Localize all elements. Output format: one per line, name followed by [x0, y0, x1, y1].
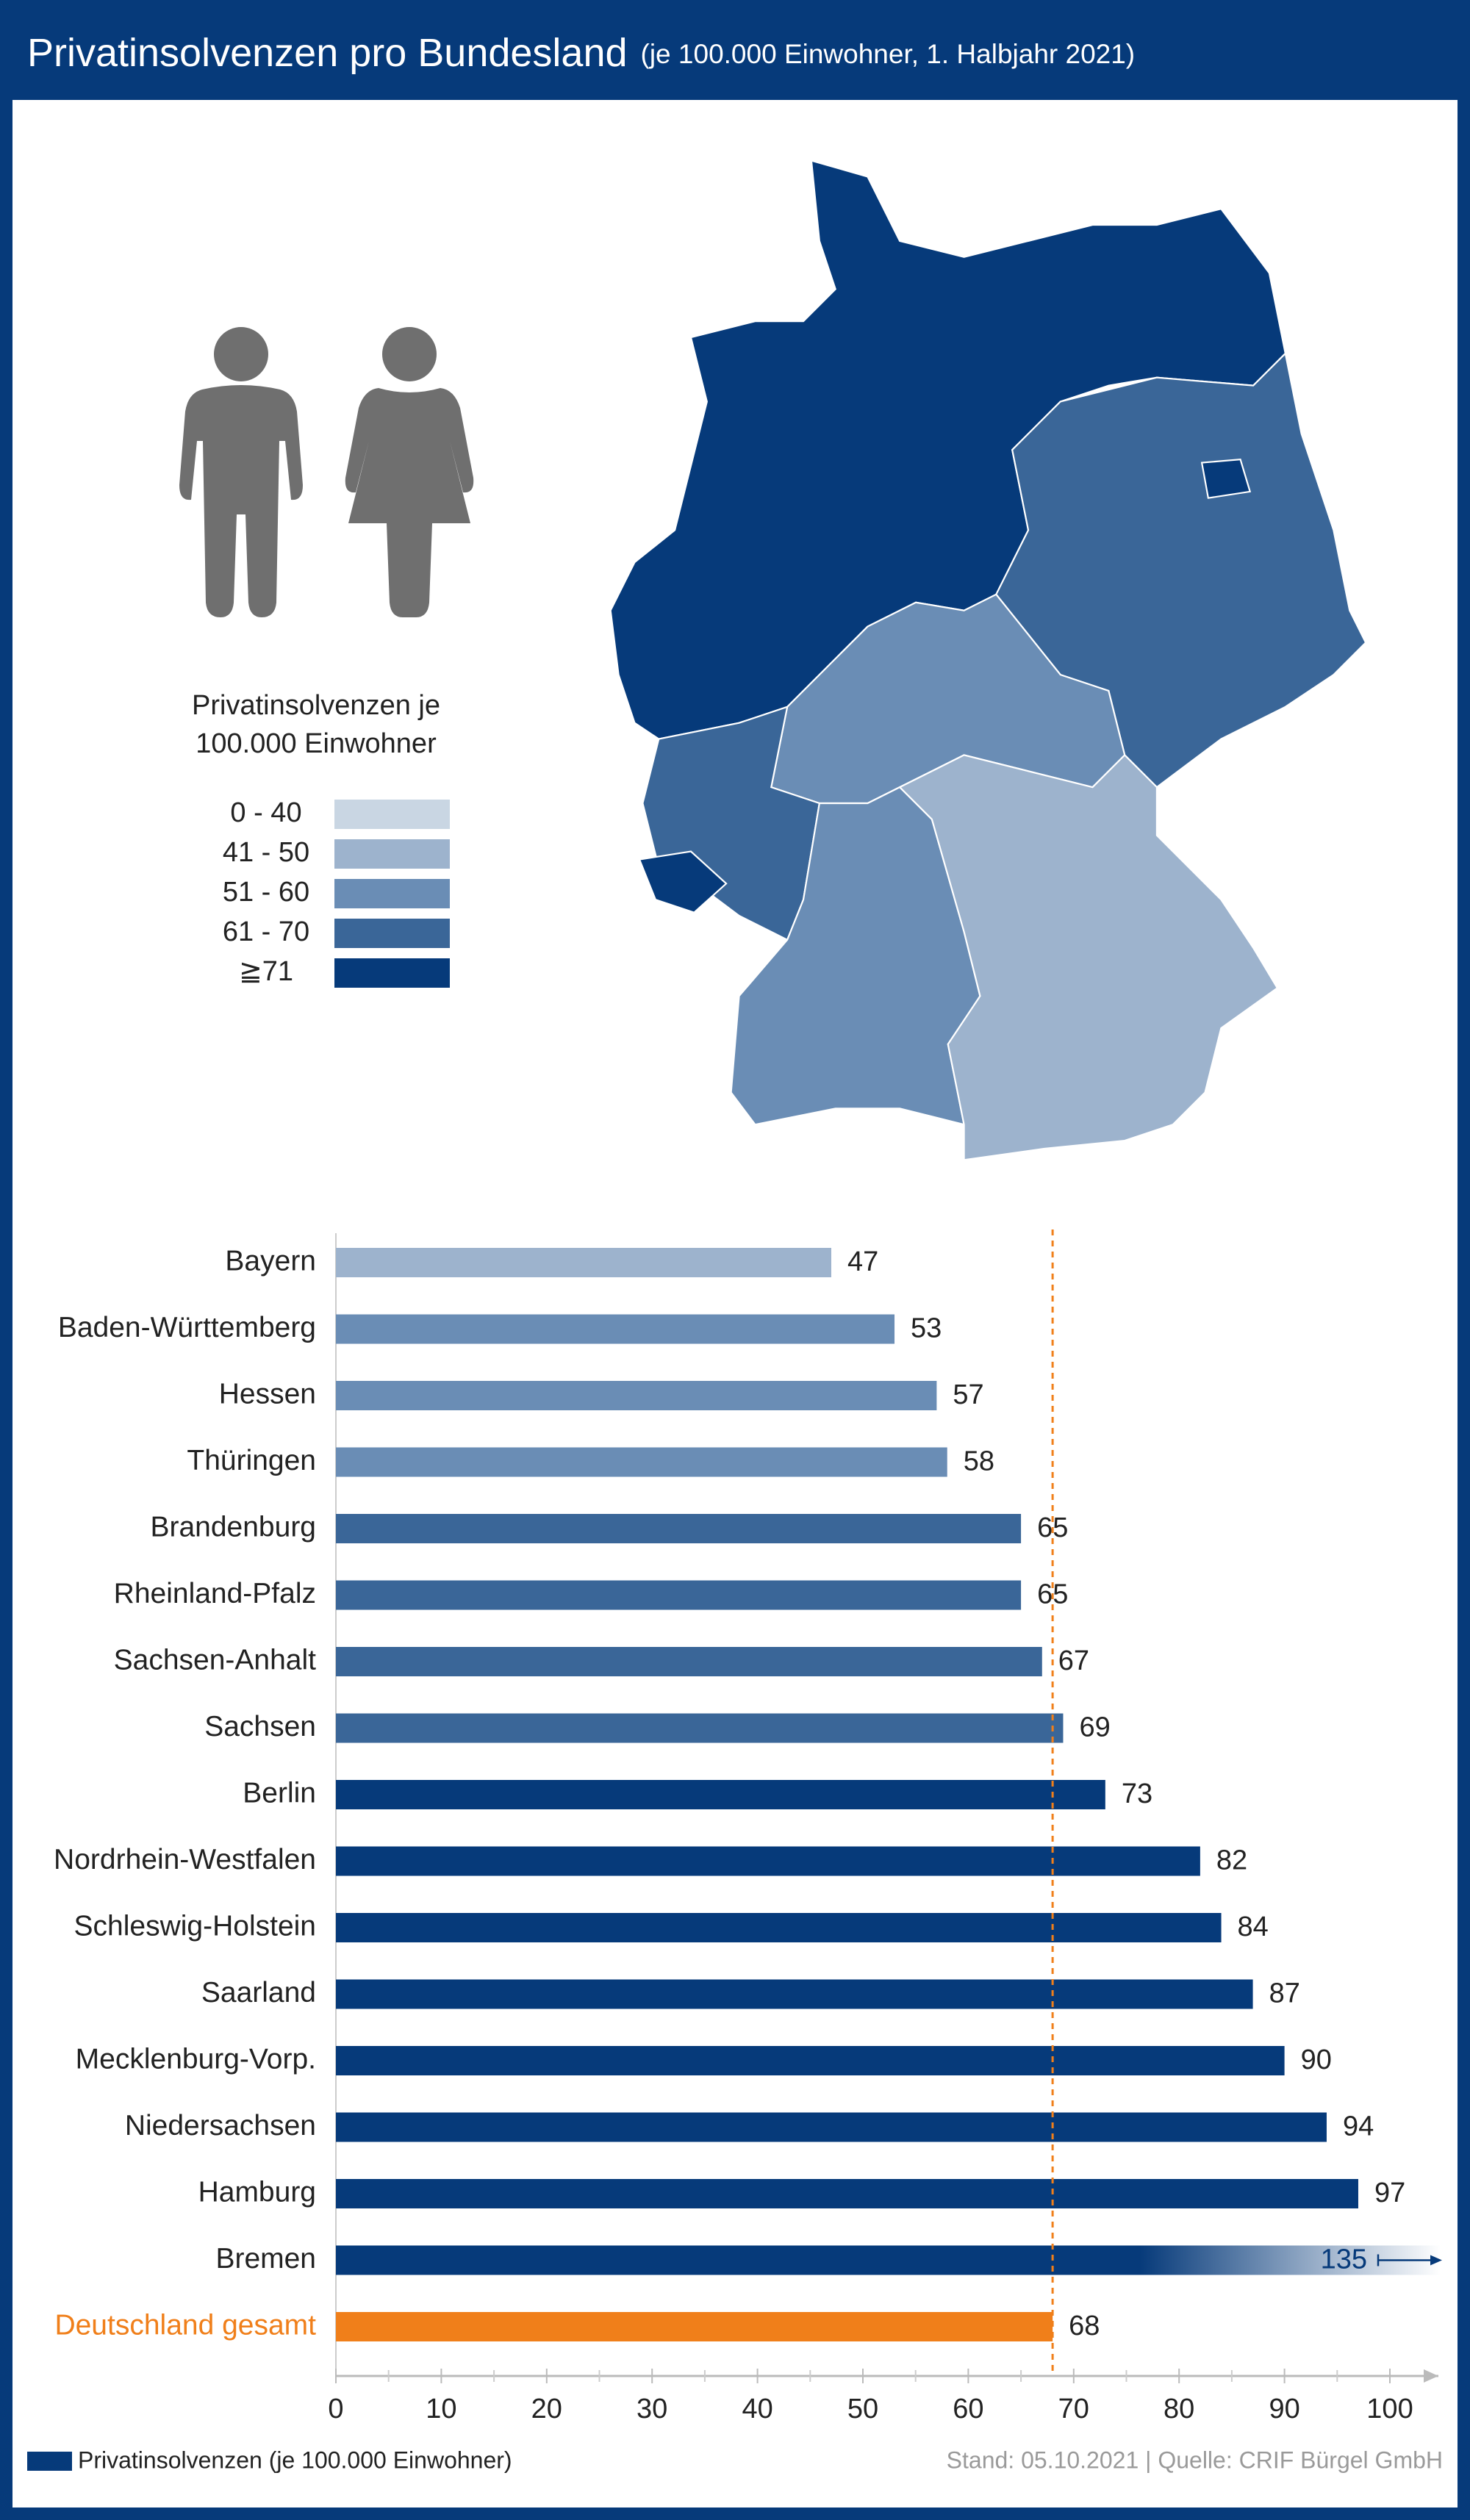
value-label: 97 [1374, 2178, 1405, 2208]
value-label: 47 [847, 1246, 878, 1277]
woman-head [382, 327, 437, 381]
map-legend-title: 100.000 Einwohner [196, 728, 437, 759]
man-head [214, 327, 268, 381]
value-label: 57 [953, 1379, 983, 1410]
y-tick-label: Rheinland-Pfalz [114, 1578, 316, 1609]
bars [336, 1248, 1441, 2275]
x-tick-label: 70 [1058, 2394, 1089, 2424]
x-tick-label: 100 [1366, 2394, 1413, 2424]
bar [336, 1314, 895, 1344]
title: Privatinsolvenzen pro Bundesland [27, 31, 628, 75]
bar [336, 1381, 937, 1410]
y-tick-label: Sachsen-Anhalt [114, 1644, 317, 1676]
map-legend-title: Privatinsolvenzen je [192, 690, 440, 721]
y-tick-label: Hessen [219, 1378, 316, 1410]
x-tick-label: 50 [847, 2394, 878, 2424]
x-tick-label: 90 [1269, 2394, 1299, 2424]
total-label: Deutschland gesamt [54, 2309, 316, 2341]
y-tick-label: Hamburg [198, 2176, 316, 2208]
map-legend-label: ≧71 [239, 956, 293, 987]
y-tick-label: Nordrhein-Westfalen [54, 1844, 316, 1875]
bar [336, 2179, 1358, 2208]
map-legend-swatch [334, 879, 450, 908]
woman-body [345, 388, 474, 617]
bar [336, 2112, 1327, 2142]
value-label: 90 [1301, 2045, 1332, 2075]
x-tick-label: 20 [531, 2394, 562, 2424]
value-label: 73 [1122, 1778, 1152, 1809]
legend-label: Privatinsolvenzen (je 100.000 Einwohner) [78, 2447, 512, 2473]
bar [336, 1647, 1042, 1676]
y-tick-label: Saarland [201, 1977, 316, 2009]
overflow-arrowhead [1430, 2255, 1442, 2266]
map-legend-label: 0 - 40 [230, 797, 301, 828]
value-label: 94 [1343, 2111, 1374, 2142]
value-label: 87 [1269, 1978, 1300, 2009]
header: Privatinsolvenzen pro Bundesland (je 100.… [27, 31, 1135, 75]
bar [336, 1979, 1253, 2009]
value-label: 58 [964, 1446, 994, 1477]
map-legend-swatch [334, 839, 450, 869]
y-tick-label: Bayern [225, 1245, 316, 1277]
value-label: 69 [1079, 1712, 1110, 1743]
map-legend-label: 61 - 70 [223, 916, 309, 947]
x-tick-label: 10 [426, 2394, 456, 2424]
map-legend-label: 51 - 60 [223, 877, 309, 908]
y-tick-label: Sachsen [204, 1711, 316, 1742]
x-tick-label: 40 [742, 2394, 772, 2424]
bar [336, 1580, 1022, 1610]
value-label: 53 [911, 1313, 942, 1344]
x-axis-arrow [1424, 2369, 1438, 2383]
bar [336, 2046, 1285, 2075]
value-label: 84 [1238, 1911, 1269, 1942]
map-region-bayern [898, 753, 1279, 1161]
bar [336, 1514, 1022, 1543]
bar [336, 1447, 947, 1477]
bar [336, 1248, 831, 1277]
y-tick-label: Mecklenburg-Vorp. [76, 2043, 316, 2075]
y-tick-label: Schleswig-Holstein [74, 1910, 316, 1942]
bar [336, 1846, 1200, 1876]
y-tick-label: Bremen [215, 2243, 316, 2275]
germany-map [609, 159, 1367, 1161]
map-legend-swatch [334, 800, 450, 829]
x-tick-label: 30 [637, 2394, 667, 2424]
y-tick-label: Brandenburg [150, 1511, 316, 1543]
source: Stand: 05.10.2021 | Quelle: CRIF Bürgel … [947, 2447, 1443, 2473]
man-body [179, 385, 303, 617]
y-tick-label: Thüringen [187, 1445, 316, 1476]
value-label: 82 [1216, 1845, 1247, 1876]
people-icons [179, 327, 474, 617]
x-tick-label: 0 [328, 2394, 343, 2424]
map-legend-swatch [334, 958, 450, 988]
x-tick-label: 80 [1164, 2394, 1194, 2424]
legend-swatch [27, 2452, 72, 2471]
total-bar [336, 2312, 1053, 2341]
value-label: 67 [1058, 1645, 1089, 1676]
bar [336, 2245, 1441, 2275]
bar [336, 1780, 1105, 1809]
map-region-berlin [1200, 459, 1252, 499]
map-legend-swatch [334, 919, 450, 948]
bar [336, 1713, 1064, 1743]
map-legend-label: 41 - 50 [223, 837, 309, 868]
map-region-saarland [638, 850, 728, 913]
y-tick-label: Niedersachsen [125, 2110, 316, 2142]
x-tick-label: 60 [953, 2394, 983, 2424]
y-tick-label: Baden-Württemberg [58, 1312, 316, 1343]
bar [336, 1913, 1222, 1942]
value-label: 135 [1321, 2244, 1367, 2275]
subtitle: (je 100.000 Einwohner, 1. Halbjahr 2021) [641, 39, 1136, 69]
y-tick-label: Berlin [243, 1777, 316, 1809]
total-value-label: 68 [1069, 2311, 1100, 2341]
